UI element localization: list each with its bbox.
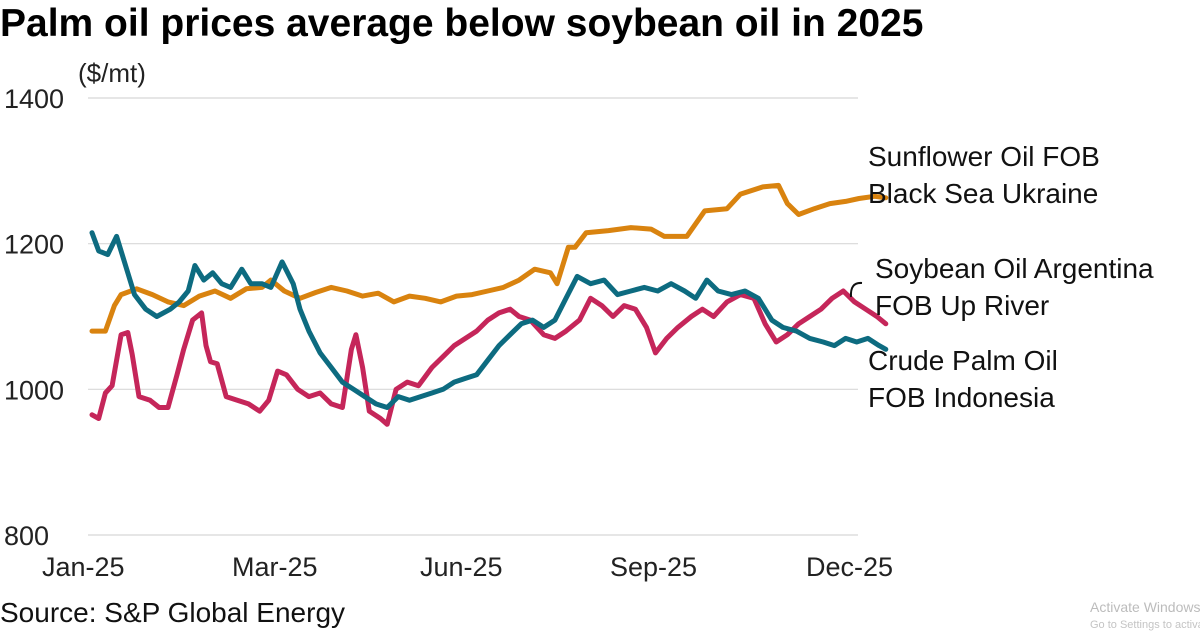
- series-label: FOB Indonesia: [868, 382, 1055, 413]
- series-label: Sunflower Oil FOB: [868, 141, 1100, 172]
- activate-windows-watermark-sub: Go to Settings to activate Windows.: [1090, 619, 1200, 631]
- y-tick-label: 1000: [4, 375, 64, 405]
- gridlines: [88, 97, 858, 536]
- series-line-0: [89, 182, 889, 334]
- x-tick-label: Jun-25: [420, 552, 503, 582]
- series-label: Black Sea Ukraine: [868, 178, 1098, 209]
- x-tick-label: Jan-25: [42, 552, 125, 582]
- y-tick-label: 1200: [4, 230, 64, 260]
- series-lines: [89, 182, 889, 427]
- x-tick-label: Dec-25: [806, 552, 893, 582]
- x-tick-label: Sep-25: [610, 552, 697, 582]
- activate-windows-watermark: Activate Windows: [1090, 599, 1200, 615]
- series-label: Crude Palm Oil: [868, 345, 1058, 376]
- series-labels: Sunflower Oil FOB Black Sea Ukraine Soybea…: [868, 141, 1154, 413]
- chart-title: Palm oil prices average below soybean oi…: [0, 2, 923, 45]
- y-tick-label: 800: [4, 521, 49, 551]
- soybean-label-connector: [849, 281, 863, 298]
- series-line-2: [89, 230, 889, 410]
- y-axis-unit: ($/mt): [78, 58, 146, 88]
- y-tick-label: 1400: [4, 84, 64, 114]
- x-axis-ticks: Jan-25 Mar-25 Jun-25 Sep-25 Dec-25: [42, 552, 893, 582]
- y-axis-ticks: 800 1000 1200 1400: [4, 84, 64, 551]
- series-label: Soybean Oil Argentina: [875, 253, 1154, 284]
- series-line-1: [89, 288, 889, 427]
- series-label: FOB Up River: [875, 290, 1049, 321]
- x-tick-label: Mar-25: [232, 552, 318, 582]
- source-note: Source: S&P Global Energy: [0, 597, 345, 628]
